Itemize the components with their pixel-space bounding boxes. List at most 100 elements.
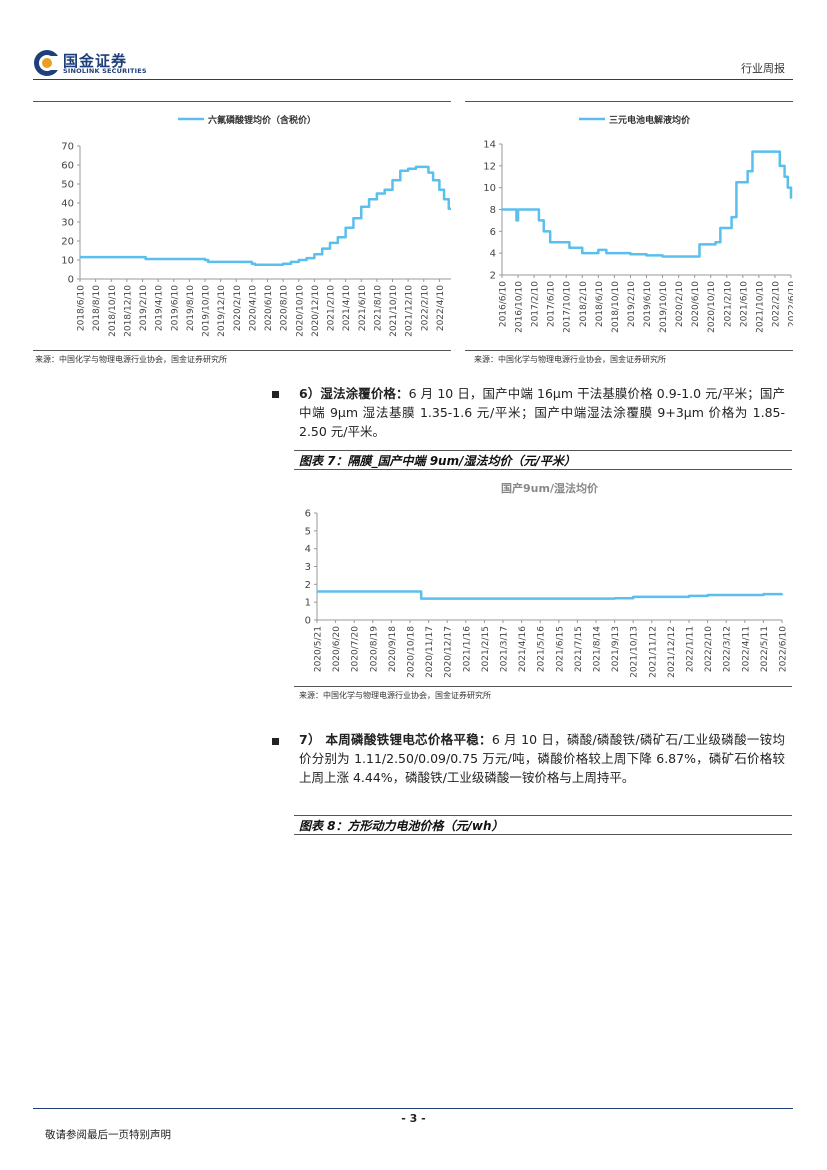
x-tick-label: 2021/10/10 bbox=[389, 285, 399, 337]
x-tick-label: 2022/4/11 bbox=[741, 626, 751, 672]
y-tick-label: 10 bbox=[483, 183, 496, 194]
x-tick-label: 2020/10/10 bbox=[295, 285, 305, 337]
x-tick-label: 2022/2/10 bbox=[704, 626, 714, 672]
paragraph-separator-coating: 6）湿法涂覆价格：6 月 10 日，国产中端 16μm 干法基膜价格 0.9-1… bbox=[299, 384, 785, 441]
x-tick-label: 2020/2/10 bbox=[233, 285, 243, 331]
logo-text-en: SINOLINK SECURITIES bbox=[63, 67, 147, 75]
legend-label: 三元电池电解液均价 bbox=[609, 114, 691, 126]
x-tick-label: 2020/6/20 bbox=[332, 626, 342, 672]
paragraph-label: 7） 本周磷酸铁锂电芯价格平稳： bbox=[299, 732, 492, 747]
chart-left-top-rule bbox=[33, 101, 451, 102]
logo-mark-icon bbox=[34, 50, 60, 76]
series-line bbox=[80, 165, 451, 266]
x-tick-label: 2022/3/12 bbox=[723, 626, 733, 672]
legend-label: 六氟磷酸锂均价（含税价） bbox=[208, 114, 316, 126]
figure-title-underline bbox=[294, 834, 792, 835]
x-tick-label: 2021/3/17 bbox=[500, 626, 510, 672]
separator-price-chart: 国产9um/湿法均价 0 1 2 3 4 5 6 2020/5/21 2020/6/20 2020/… bbox=[305, 481, 789, 678]
figure-title-rule bbox=[294, 815, 792, 816]
x-tick-label: 2018/2/10 bbox=[579, 281, 589, 327]
x-tick-label: 2018/12/10 bbox=[123, 285, 133, 337]
x-tick-label: 2020/6/10 bbox=[691, 281, 701, 327]
x-tick-label: 2019/2/10 bbox=[627, 281, 637, 327]
x-tick-label: 2021/12/12 bbox=[667, 626, 677, 678]
source-note-right: 来源：中国化学与物理电源行业协会，国金证券研究所 bbox=[474, 355, 666, 364]
y-tick-label: 2 bbox=[305, 580, 311, 591]
x-tick-label: 2020/7/20 bbox=[351, 626, 361, 672]
header-divider bbox=[33, 79, 793, 80]
x-tick-label: 2022/6/10 bbox=[788, 281, 794, 327]
x-tick-label: 2021/6/15 bbox=[555, 626, 565, 672]
x-tick-label: 2021/10/10 bbox=[755, 281, 765, 333]
x-tick-label: 2019/6/10 bbox=[170, 285, 180, 331]
x-tick-label: 2018/8/10 bbox=[92, 285, 102, 331]
y-tick-label: 0 bbox=[68, 275, 74, 286]
x-tick-label: 2021/11/12 bbox=[648, 626, 658, 678]
paragraph-label: 6）湿法涂覆价格： bbox=[299, 386, 409, 401]
bullet-marker bbox=[272, 391, 279, 398]
figure-title-underline bbox=[294, 469, 792, 470]
document-type: 行业周报 bbox=[741, 62, 785, 75]
x-tick-label: 2020/12/17 bbox=[444, 626, 454, 678]
x-tick-label: 2021/6/10 bbox=[739, 281, 749, 327]
x-tick-label: 2021/2/10 bbox=[723, 281, 733, 327]
x-tick-label: 2020/10/18 bbox=[407, 626, 417, 678]
source-note-middle: 来源：中国化学与物理电源行业协会，国金证券研究所 bbox=[299, 691, 491, 700]
x-tick-label: 2020/5/21 bbox=[314, 626, 324, 672]
chart-right-top-rule bbox=[465, 101, 793, 102]
x-tick-label: 2021/8/14 bbox=[593, 626, 603, 672]
figure-bottom-rule bbox=[294, 686, 792, 687]
x-tick-label: 2020/9/18 bbox=[388, 626, 398, 672]
y-tick-label: 3 bbox=[305, 562, 311, 573]
x-tick-label: 2019/8/10 bbox=[186, 285, 196, 331]
x-tick-label: 2020/4/10 bbox=[248, 285, 258, 331]
x-tick-label: 2020/11/17 bbox=[425, 626, 435, 678]
y-tick-label: 5 bbox=[305, 526, 311, 537]
y-tick-label: 0 bbox=[305, 616, 311, 627]
y-tick-label: 60 bbox=[61, 161, 74, 172]
y-tick-label: 6 bbox=[490, 227, 496, 238]
y-tick-label: 10 bbox=[61, 256, 74, 267]
x-tick-label: 2021/1/16 bbox=[462, 626, 472, 672]
x-tick-label: 2017/10/10 bbox=[563, 281, 573, 333]
x-tick-label: 2018/10/10 bbox=[108, 285, 118, 337]
y-tick-label: 20 bbox=[61, 237, 74, 248]
y-tick-label: 40 bbox=[61, 199, 74, 210]
x-tick-label: 2021/8/10 bbox=[373, 285, 383, 331]
y-tick-label: 12 bbox=[483, 161, 496, 172]
x-tick-label: 2020/8/10 bbox=[280, 285, 290, 331]
source-note-left: 来源：中国化学与物理电源行业协会，国金证券研究所 bbox=[35, 355, 227, 364]
x-tick-label: 2021/4/16 bbox=[518, 626, 528, 672]
figure-7-title: 图表 7：隔膜_国产中端 9um/湿法均价（元/平米） bbox=[299, 454, 576, 468]
x-tick-label: 2018/6/10 bbox=[77, 285, 87, 331]
y-tick-label: 2 bbox=[490, 271, 496, 282]
x-tick-label: 2021/4/10 bbox=[342, 285, 352, 331]
x-tick-label: 2017/6/10 bbox=[547, 281, 557, 327]
lipf6-price-chart: 六氟磷酸锂均价（含税价） 0 10 20 30 40 50 60 70 2018/6/10 2018… bbox=[61, 114, 451, 337]
x-tick-label: 2022/4/10 bbox=[436, 285, 446, 331]
x-tick-label: 2021/5/16 bbox=[537, 626, 547, 672]
x-tick-label: 2017/2/10 bbox=[531, 281, 541, 327]
y-tick-label: 70 bbox=[61, 142, 74, 153]
x-tick-label: 2021/10/13 bbox=[630, 626, 640, 678]
y-tick-label: 4 bbox=[305, 544, 311, 555]
y-tick-label: 30 bbox=[61, 218, 74, 229]
x-tick-label: 2016/10/10 bbox=[515, 281, 525, 333]
logo-text-cn: 国金证券 bbox=[63, 52, 128, 70]
x-tick-label: 2020/12/10 bbox=[311, 285, 321, 337]
x-tick-label: 2022/2/10 bbox=[771, 281, 781, 327]
x-tick-label: 2021/9/13 bbox=[611, 626, 621, 672]
x-tick-label: 2021/2/15 bbox=[481, 626, 491, 672]
x-tick-label: 2020/10/10 bbox=[707, 281, 717, 333]
bullet-marker bbox=[272, 738, 279, 745]
x-tick-label: 2021/6/10 bbox=[358, 285, 368, 331]
paragraph-lfp-cell: 7） 本周磷酸铁锂电芯价格平稳：6 月 10 日，磷酸/磷酸铁/磷矿石/工业级磷… bbox=[299, 730, 785, 787]
company-logo: 国金证券 SINOLINK SECURITIES bbox=[33, 48, 153, 78]
chart-left-bottom-rule bbox=[33, 350, 451, 351]
page-number: - 3 - bbox=[401, 1112, 426, 1125]
x-tick-label: 2019/12/10 bbox=[217, 285, 227, 337]
x-tick-label: 2019/4/10 bbox=[155, 285, 165, 331]
x-tick-label: 2022/1/11 bbox=[686, 626, 696, 672]
chart-title: 国产9um/湿法均价 bbox=[501, 481, 599, 495]
y-tick-label: 8 bbox=[490, 205, 496, 216]
